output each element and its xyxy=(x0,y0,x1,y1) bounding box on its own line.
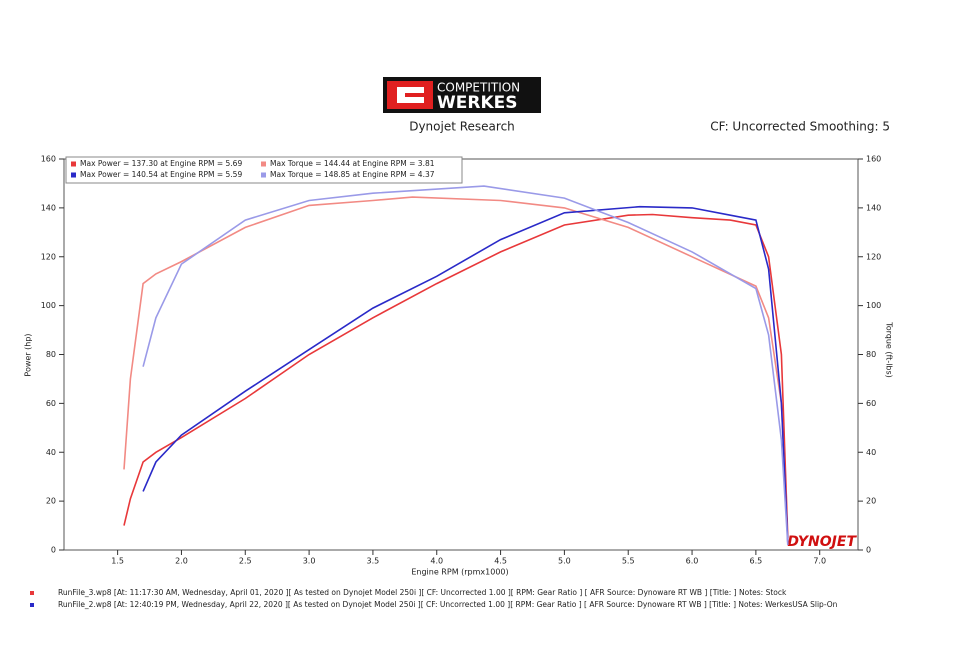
x-tick-label: 7.0 xyxy=(813,557,826,566)
y-tick-label: 160 xyxy=(41,155,56,164)
y2-tick-label: 120 xyxy=(866,252,881,261)
legend-swatch xyxy=(261,172,266,178)
legend-swatch xyxy=(71,172,76,178)
y-tick-label: 40 xyxy=(46,448,56,457)
y2-tick-label: 0 xyxy=(866,546,871,555)
y-tick-label: 100 xyxy=(41,301,56,310)
legend-label: Max Torque = 148.85 at Engine RPM = 4.37 xyxy=(270,170,435,179)
footer-swatch xyxy=(30,603,34,607)
y-tick-label: 60 xyxy=(46,399,56,408)
series-line xyxy=(142,205,789,543)
series-line xyxy=(123,213,789,538)
y-axis-label: Power (hp) xyxy=(24,333,33,376)
y-tick-label: 80 xyxy=(46,350,56,359)
watermark: DYNOJET xyxy=(787,534,857,550)
logo-text: WERKES xyxy=(437,93,517,113)
x-tick-label: 6.0 xyxy=(686,557,699,566)
legend-swatch xyxy=(71,161,76,167)
x-tick-label: 2.5 xyxy=(239,557,252,566)
x-tick-label: 3.0 xyxy=(303,557,316,566)
x-tick-label: 2.0 xyxy=(175,557,188,566)
y-tick-label: 0 xyxy=(51,546,56,555)
y-tick-label: 140 xyxy=(41,203,56,212)
y-tick-label: 20 xyxy=(46,497,56,506)
y2-tick-label: 20 xyxy=(866,497,876,506)
x-tick-label: 1.5 xyxy=(111,557,124,566)
x-tick-label: 3.5 xyxy=(367,557,380,566)
y2-tick-label: 60 xyxy=(866,399,876,408)
y2-tick-label: 80 xyxy=(866,350,876,359)
legend-label: Max Torque = 144.44 at Engine RPM = 3.81 xyxy=(270,159,435,168)
x-tick-label: 4.0 xyxy=(430,557,443,566)
logo-mark xyxy=(387,81,433,109)
logo: COMPETITION WERKES xyxy=(383,77,541,113)
y2-tick-label: 40 xyxy=(866,448,876,457)
legend xyxy=(65,156,463,184)
legend-swatch xyxy=(261,161,266,167)
footer-text: RunFile_2.wp8 [At: 12:40:19 PM, Wednesda… xyxy=(58,600,838,609)
y2-axis-label: Torque (ft-lbs) xyxy=(885,321,894,378)
x-tick-label: 5.5 xyxy=(622,557,635,566)
legend-label: Max Power = 137.30 at Engine RPM = 5.69 xyxy=(80,159,242,168)
logo-text: COMPETITION xyxy=(437,81,520,95)
legend-label: Max Power = 140.54 at Engine RPM = 5.59 xyxy=(80,170,242,179)
series-line xyxy=(142,185,789,546)
chart-subtitle: CF: Uncorrected Smoothing: 5 xyxy=(710,120,890,134)
footer-text: RunFile_3.wp8 [At: 11:17:30 AM, Wednesda… xyxy=(58,588,787,597)
logo-c xyxy=(397,87,424,103)
y2-tick-label: 140 xyxy=(866,203,881,212)
x-tick-label: 5.0 xyxy=(558,557,571,566)
chart-title: Dynojet Research xyxy=(409,120,515,134)
y2-tick-label: 160 xyxy=(866,155,881,164)
x-tick-label: 4.5 xyxy=(494,557,507,566)
y-tick-label: 120 xyxy=(41,252,56,261)
series-line xyxy=(123,196,789,543)
x-tick-label: 6.5 xyxy=(750,557,763,566)
y2-tick-label: 100 xyxy=(866,301,881,310)
footer-swatch xyxy=(30,591,34,595)
x-axis-label: Engine RPM (rpmx1000) xyxy=(411,568,508,577)
